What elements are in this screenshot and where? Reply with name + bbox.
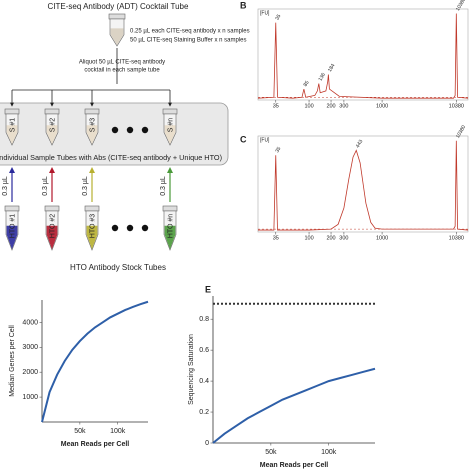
hto-tube-label: HTO #2 [49, 214, 56, 238]
tube-liquid [164, 225, 176, 250]
y-axis-label: Median Genes per Cell [9, 325, 16, 397]
transfer-arrowhead [167, 167, 173, 173]
panel-label: E [205, 284, 211, 294]
ellipsis-dot [126, 224, 134, 232]
ellipsis-dot [141, 126, 149, 134]
peak-label: 35 [274, 146, 282, 154]
tube-liquid [86, 125, 98, 145]
panel-label: C [240, 134, 247, 144]
y-tick-label: 0 [205, 440, 209, 447]
tube-cap [84, 108, 100, 115]
transfer-arrowhead [49, 167, 55, 173]
ellipsis-dot [141, 224, 149, 232]
sample-tube-label: S #n [167, 118, 174, 133]
transfer-volume: 0.3 µL [2, 176, 9, 196]
panel-label: B [240, 0, 247, 10]
peak-label: 10380 [455, 0, 467, 12]
tube-cap [162, 108, 178, 115]
x-tick-label: 50k [74, 428, 86, 435]
ellipsis-dot [126, 126, 134, 134]
sample-caption: Individual Sample Tubes with Abs (CITE-s… [0, 153, 222, 162]
tube-cap [44, 205, 60, 212]
tube-liquid [164, 125, 176, 145]
x-tick-label: 35 [273, 103, 279, 109]
tube-liquid [6, 225, 18, 250]
transfer-volume: 0.3 µL [42, 176, 49, 196]
tube-cap [84, 205, 100, 212]
series-line [258, 140, 469, 231]
sample-tube-label: S #2 [49, 118, 56, 133]
peak-label: 443 [355, 139, 364, 149]
x-tick-label: 1000 [376, 235, 388, 241]
ellipsis-dot [111, 126, 119, 134]
x-tick-label: 1000 [376, 103, 388, 109]
x-axis-label: Mean Reads per Cell [61, 441, 130, 448]
tube-cap [4, 108, 20, 115]
x-tick-label: 300 [339, 235, 348, 241]
peak-label: 85 [303, 80, 311, 88]
series-line [212, 367, 376, 444]
transfer-volume: 0.3 µL [82, 176, 89, 196]
hto-tube-label: HTO #n [167, 214, 174, 238]
x-tick-label: 200 [326, 103, 335, 109]
aliquot-line: cocktail in each sample tube [84, 68, 160, 74]
transfer-volume: 0.3 µL [160, 176, 167, 196]
hto-tube-label: HTO #1 [9, 214, 16, 238]
peak-label: 136 [317, 72, 326, 82]
series-line [41, 300, 149, 423]
y-unit: [FU] [260, 137, 270, 143]
tube-liquid [86, 225, 98, 250]
y-tick-label: 4000 [22, 319, 38, 326]
y-tick-label: 2000 [22, 369, 38, 376]
x-tick-label: 200 [326, 235, 335, 241]
plot-frame [257, 135, 469, 233]
x-tick-label: 10380 [449, 235, 464, 241]
peak-label: 35 [274, 13, 282, 21]
y-tick-label: 0.6 [199, 347, 209, 354]
tube-liquid [110, 28, 124, 46]
x-tick-label: 100 [304, 235, 313, 241]
x-tick-label: 300 [339, 103, 348, 109]
hto-caption: HTO Antibody Stock Tubes [70, 263, 166, 272]
tube-cap [44, 108, 60, 115]
sample-tube-label: S #1 [9, 118, 16, 133]
x-tick-label: 100k [110, 428, 126, 435]
recipe-line: 0.25 µL each CITE-seq antibody x n sampl… [130, 29, 250, 35]
tube-liquid [6, 125, 18, 145]
series-line [257, 13, 469, 99]
sample-tube-label: S #3 [89, 118, 96, 133]
aliquot-line: Aliquot 50 µL CITE-seq antibody [79, 60, 165, 66]
tube-cap [4, 205, 20, 212]
tube-cap [162, 205, 178, 212]
x-tick-label: 35 [273, 235, 279, 241]
y-tick-label: 3000 [22, 344, 38, 351]
y-tick-label: 0.2 [199, 409, 209, 416]
tube-cap [108, 13, 126, 20]
y-tick-label: 0.8 [199, 316, 209, 323]
peak-label: 10380 [455, 124, 467, 139]
x-axis-label: Mean Reads per Cell [260, 462, 329, 469]
tube-liquid [46, 225, 58, 250]
title: CITE-seq Antibody (ADT) Cocktail Tube [48, 2, 189, 11]
ellipsis-dot [111, 224, 119, 232]
transfer-arrowhead [9, 167, 15, 173]
recipe-line: 50 µL CITE-seq Staining Buffer x n sampl… [130, 38, 247, 44]
x-tick-label: 100 [304, 103, 313, 109]
tube-liquid [46, 125, 58, 145]
y-unit: [FU] [260, 10, 270, 16]
peak-label: 184 [327, 63, 336, 73]
y-tick-label: 0.4 [199, 378, 209, 385]
x-tick-label: 10380 [449, 103, 464, 109]
hto-tube-label: HTO #3 [89, 214, 96, 238]
y-tick-label: 1000 [22, 394, 38, 401]
plot-frame [257, 8, 469, 101]
x-tick-label: 50k [265, 449, 277, 456]
transfer-arrowhead [89, 167, 95, 173]
y-axis-label: Sequencing Saturation [188, 334, 195, 405]
x-tick-label: 100k [321, 449, 337, 456]
